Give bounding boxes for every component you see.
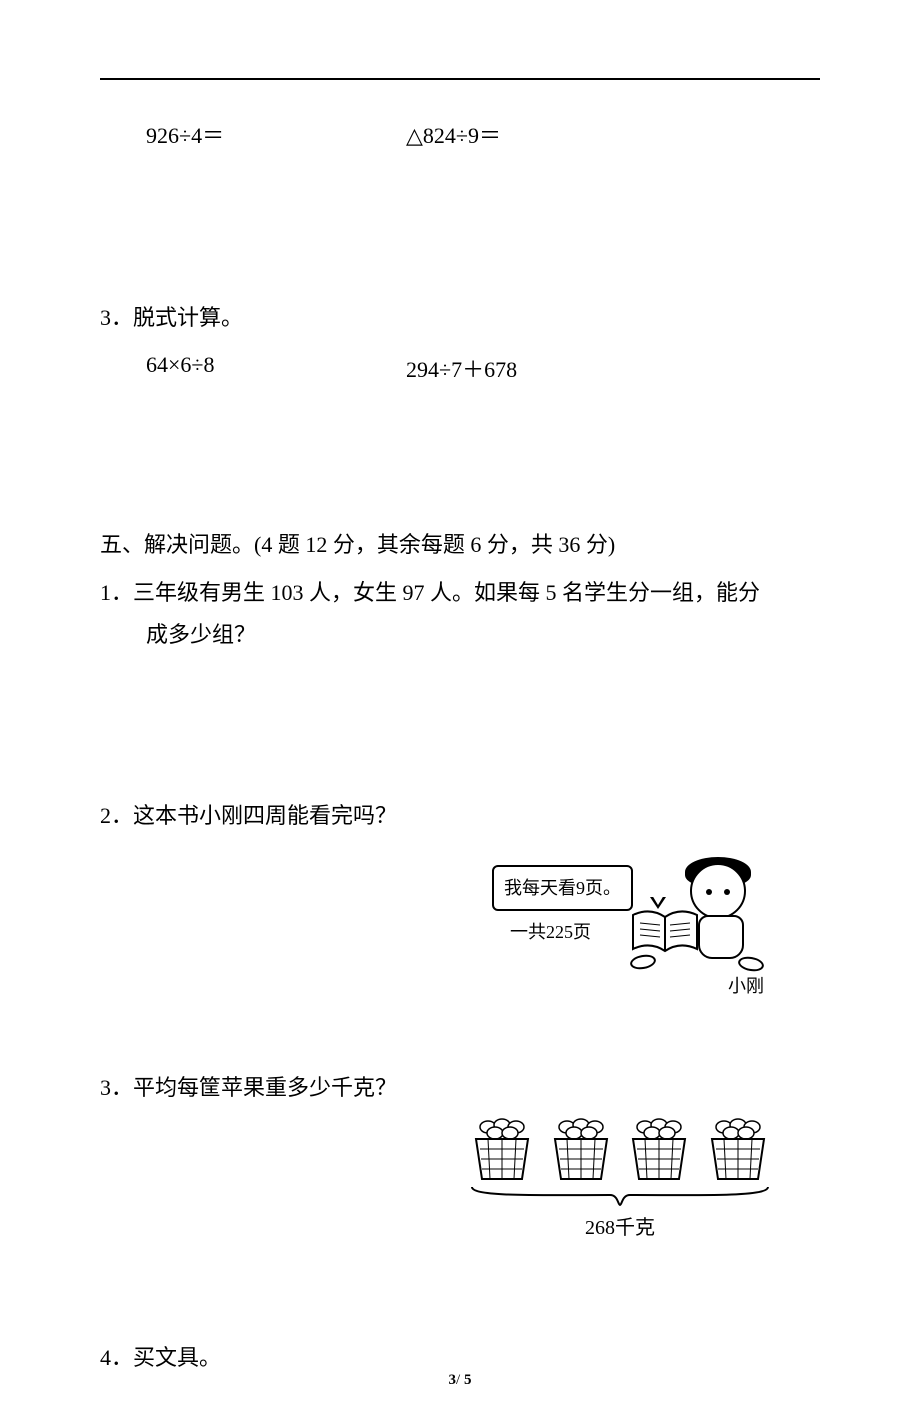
question-3-block: 3．脱式计算。 64×6÷8 294÷7＋678 [100, 300, 820, 384]
s5-q3-illustration: 268千克 [460, 1117, 780, 1247]
speech-bubble: 我每天看9页。 [492, 865, 633, 911]
s5-q1-line2: 成多少组？ [100, 614, 820, 656]
problem-926-div-4: 926÷4＝ [146, 118, 406, 150]
apple-basket-icon [627, 1117, 691, 1183]
page: 926÷4＝ △824÷9＝ 3．脱式计算。 64×6÷8 294÷7＋678 … [0, 78, 920, 1419]
book-icon [630, 907, 700, 957]
division-problems-row: 926÷4＝ △824÷9＝ [146, 118, 820, 150]
section-5-q3: 3．平均每筐苹果重多少千克？ [100, 1067, 820, 1247]
footer-sep: / [456, 1372, 460, 1388]
speech-tail-inner-icon [652, 895, 664, 905]
section-5: 五、解决问题。(4 题 12 分，其余每题 6 分，共 36 分) 1．三年级有… [100, 524, 820, 1379]
section-5-title: 五、解决问题。(4 题 12 分，其余每题 6 分，共 36 分) [100, 524, 820, 566]
problem-824-div-9: △824÷9＝ [406, 118, 501, 150]
section-5-q1: 1．三年级有男生 103 人，女生 97 人。如果每 5 名学生分一组，能分 成… [100, 572, 820, 656]
apple-basket-icon [549, 1117, 613, 1183]
brace-icon [470, 1185, 770, 1207]
s5-q1-line1: 1．三年级有男生 103 人，女生 97 人。如果每 5 名学生分一组，能分 [100, 572, 820, 614]
q3-title: 3．脱式计算。 [100, 300, 820, 332]
footer-current: 3 [449, 1372, 457, 1388]
q3-problem-a: 64×6÷8 [146, 352, 406, 384]
pages-total-label: 一共225页 [510, 915, 591, 949]
page-footer: 3/ 5 [0, 1372, 920, 1389]
s5-q2-illustration: 我每天看9页。 一共225页 [480, 857, 780, 997]
brace-label: 268千克 [460, 1209, 780, 1247]
footer-total: 5 [464, 1372, 472, 1388]
apple-basket-icon [470, 1117, 534, 1183]
q3-problems-row: 64×6÷8 294÷7＋678 [146, 352, 820, 384]
boy-body-icon [698, 915, 744, 959]
baskets-row [470, 1117, 770, 1183]
boy-head-icon [690, 863, 746, 919]
s5-q3-text: 3．平均每筐苹果重多少千克？ [100, 1067, 820, 1109]
top-rule [100, 78, 820, 80]
section-5-q2: 2．这本书小刚四周能看完吗？ 我每天看9页。 一共225页 [100, 795, 820, 997]
boy-name-label: 小刚 [728, 969, 764, 1003]
q3-problem-b: 294÷7＋678 [406, 352, 517, 384]
apple-basket-icon [706, 1117, 770, 1183]
s5-q2-text: 2．这本书小刚四周能看完吗？ [100, 795, 820, 837]
